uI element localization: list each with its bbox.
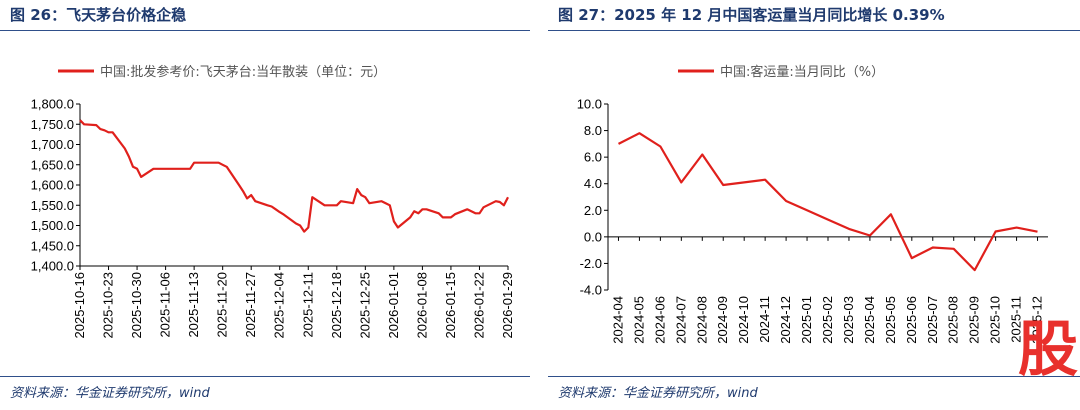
figure-27-chart-x-tick-label: 2024-09 <box>715 296 730 344</box>
figure-27-chart-series-line <box>617 132 1038 272</box>
figure-26-bottom-rule <box>0 376 530 377</box>
figure-27-chart-x-tick-label: 2024-05 <box>631 296 646 344</box>
figure-27-chart: 中国:客运量:当月同比（%） 10.0 8.0 6.0 4.0 2.0 0.0 -2.0 -4.… <box>577 64 1048 344</box>
figure-27-chart-y-tick-label: -4.0 <box>580 283 602 298</box>
figure-27-chart-x-tick-label: 2024-08 <box>694 296 709 344</box>
figure-26-chart-x-tick-label: 2025-11-20 <box>215 272 230 338</box>
figure-27-title: 图 27：2025 年 12 月中国客运量当月同比增长 0.39% <box>558 6 945 24</box>
figure-27-chart-x-tick-label: 2024-04 <box>610 296 625 344</box>
figure-26-chart-y-tick-label: 1,500.0 <box>31 218 74 233</box>
figure-27-chart-y-tick-label: 2.0 <box>584 203 602 218</box>
figure-27-chart-x-tick-label: 2025-06 <box>904 296 919 344</box>
figure-27-chart-x-tick-label: 2024-10 <box>736 296 751 344</box>
figure-26-chart-x-tick-label: 2025-12-18 <box>329 272 344 339</box>
figure-27-chart-x-tick-label: 2025-03 <box>841 296 856 344</box>
figure-27-chart-y-tick-label: 0.0 <box>584 229 602 244</box>
figure-26-chart-legend-label: 中国:批发参考价:飞天茅台:当年散装（单位：元） <box>100 64 386 80</box>
figure-27-chart-x-tick-label: 2025-08 <box>946 296 961 344</box>
figure-26-chart-x-tick-label: 2026-01-22 <box>471 272 486 339</box>
figure-27-top-rule <box>548 30 1080 31</box>
figure-26-title: 图 26：飞天茅台价格企稳 <box>10 6 187 24</box>
figure-26-chart-x-tick-label: 2026-01-01 <box>386 272 401 339</box>
figure-26-chart-x-tick-label: 2025-12-04 <box>272 272 287 339</box>
figure-26-chart-x-tick-label: 2025-12-25 <box>357 272 372 339</box>
figure-27-chart-y-tick-label: 6.0 <box>584 150 602 165</box>
figure-26-chart-x-tick-label: 2025-12-11 <box>300 272 315 338</box>
figure-27-chart-x-tick-label: 2025-10 <box>988 296 1003 344</box>
figure-27-chart-y-tick-label: 4.0 <box>584 176 602 191</box>
figure-26-chart-x-tick-label: 2026-01-29 <box>500 272 515 339</box>
figure-26-chart-x-tick-label: 2025-11-27 <box>243 272 258 338</box>
figure-27-chart-x-tick-label: 2025-12 <box>1030 296 1045 344</box>
figure-27-chart-x-tick-label: 2025-09 <box>967 296 982 344</box>
figure-26-chart-y-tick-label: 1,400.0 <box>31 259 74 274</box>
figure-26-chart-y-tick-label: 1,650.0 <box>31 157 74 172</box>
figure-26-chart: 中国:批发参考价:飞天茅台:当年散装（单位：元） 1,800.0 1,750.0 1,… <box>31 64 515 339</box>
figure-26-chart-x-tick-label: 2025-10-16 <box>72 272 87 339</box>
figure-26-source: 资料来源：华金证券研究所，wind <box>10 386 210 401</box>
figure-26-chart-y-tick-label: 1,450.0 <box>31 238 74 253</box>
figure-26-chart-x-tick-label: 2025-10-30 <box>129 272 144 339</box>
figure-27-chart-x-tick-label: 2024-06 <box>652 296 667 344</box>
figure-27-chart-x-tick-label: 2025-05 <box>883 296 898 344</box>
figure-26-chart-y-tick-label: 1,600.0 <box>31 178 74 193</box>
figure-26-chart-x-tick-label: 2025-11-13 <box>186 272 201 338</box>
figure-26-chart-y-tick-label: 1,750.0 <box>31 117 74 132</box>
figure-27-bottom-rule <box>548 376 1080 377</box>
figure-26-chart-y-tick-label: 1,550.0 <box>31 198 74 213</box>
figure-26-top-rule <box>0 30 530 31</box>
figure-26-chart-x-tick-label: 2026-01-08 <box>414 272 429 339</box>
figure-27-chart-x-tick-label: 2024-07 <box>673 296 688 344</box>
figure-26-chart-y-tick-label: 1,700.0 <box>31 137 74 152</box>
figure-27-chart-x-tick-label: 2025-04 <box>862 296 877 344</box>
figure-27-chart-x-tick-label: 2024-12 <box>778 296 793 344</box>
figure-27-chart-x-tick-label: 2025-11 <box>1009 296 1024 343</box>
figure-26-chart-x-tick-label: 2025-11-06 <box>158 272 173 338</box>
figure-27-chart-x-tick-label: 2025-01 <box>799 296 814 344</box>
figure-27-chart-x-tick-label: 2024-11 <box>757 296 772 343</box>
figure-27-chart-y-tick-label: -2.0 <box>580 256 602 271</box>
figure-27-chart-y-tick-label: 8.0 <box>584 123 602 138</box>
figure-27-chart-x-tick-label: 2025-02 <box>820 296 835 344</box>
figure-26-chart-x-tick-label: 2025-10-23 <box>101 272 116 339</box>
figure-27-chart-x-tick-label: 2025-07 <box>925 296 940 344</box>
figure-26-chart-series-line <box>79 119 509 233</box>
figure-27-chart-legend-label: 中国:客运量:当月同比（%） <box>720 64 884 80</box>
figure-26: 图 26：飞天茅台价格企稳 中国:批发参考价:飞天茅台:当年散装（单位：元） 1,… <box>0 0 530 410</box>
figure-27-source: 资料来源：华金证券研究所，wind <box>558 386 758 401</box>
figure-27: 图 27：2025 年 12 月中国客运量当月同比增长 0.39% 中国:客运量… <box>548 0 1080 410</box>
watermark-stamp: 股 <box>1018 315 1078 385</box>
figure-26-chart-x-tick-label: 2026-01-15 <box>443 272 458 339</box>
figure-27-chart-y-tick-label: 10.0 <box>577 97 602 112</box>
figure-26-chart-y-tick-label: 1,800.0 <box>31 97 74 112</box>
